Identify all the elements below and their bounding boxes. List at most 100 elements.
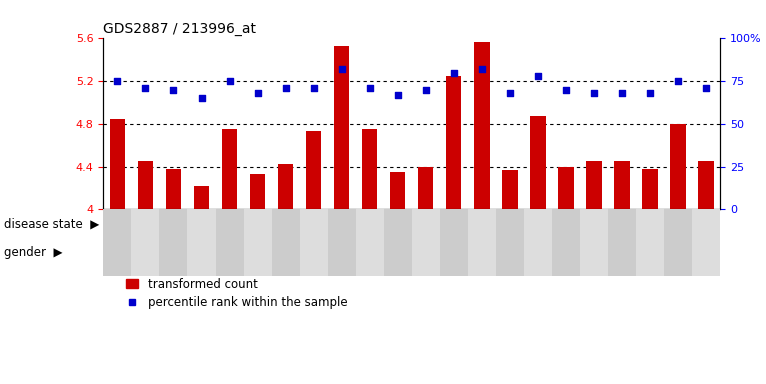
- Bar: [355, 209, 384, 276]
- Bar: [524, 38, 552, 209]
- Bar: [188, 209, 215, 276]
- Bar: [103, 240, 244, 265]
- Bar: [412, 209, 440, 276]
- Bar: [608, 209, 636, 276]
- Bar: [496, 38, 524, 209]
- Bar: [636, 209, 664, 276]
- Bar: [664, 38, 692, 209]
- Bar: [530, 116, 545, 209]
- Bar: [468, 209, 496, 276]
- Bar: [418, 167, 434, 209]
- Bar: [328, 38, 355, 209]
- Bar: [188, 38, 215, 209]
- Bar: [412, 38, 440, 209]
- Point: [251, 90, 264, 96]
- Point: [672, 78, 684, 84]
- Text: female: female: [588, 246, 628, 259]
- Point: [224, 78, 236, 84]
- Bar: [300, 38, 328, 209]
- Bar: [103, 209, 132, 276]
- Bar: [110, 119, 125, 209]
- Bar: [552, 38, 580, 209]
- Bar: [614, 161, 630, 209]
- Bar: [440, 38, 468, 209]
- Bar: [636, 38, 664, 209]
- Bar: [328, 209, 355, 276]
- Bar: [384, 38, 412, 209]
- Bar: [222, 129, 237, 209]
- Bar: [159, 38, 188, 209]
- Text: moderate HD: moderate HD: [512, 217, 591, 230]
- Bar: [468, 38, 496, 209]
- Bar: [692, 38, 720, 209]
- Bar: [524, 209, 552, 276]
- Point: [280, 85, 292, 91]
- Text: male: male: [159, 246, 188, 259]
- Bar: [440, 209, 468, 276]
- Bar: [250, 174, 265, 209]
- Bar: [692, 209, 720, 276]
- Point: [476, 66, 488, 72]
- Bar: [362, 129, 378, 209]
- Bar: [608, 38, 636, 209]
- Bar: [138, 161, 153, 209]
- Text: control: control: [223, 217, 264, 230]
- Bar: [306, 131, 321, 209]
- Bar: [446, 76, 461, 209]
- Bar: [103, 38, 132, 209]
- Point: [139, 85, 152, 91]
- Bar: [132, 38, 159, 209]
- Bar: [642, 169, 658, 209]
- Legend: transformed count, percentile rank within the sample: transformed count, percentile rank withi…: [122, 273, 352, 314]
- Bar: [165, 169, 182, 209]
- Bar: [580, 209, 608, 276]
- Bar: [215, 209, 244, 276]
- Bar: [390, 172, 405, 209]
- Text: disease state  ▶: disease state ▶: [4, 217, 99, 230]
- Bar: [272, 209, 300, 276]
- Bar: [586, 161, 601, 209]
- Bar: [244, 240, 384, 265]
- Point: [364, 85, 376, 91]
- Text: female: female: [293, 246, 334, 259]
- Text: GDS2887 / 213996_at: GDS2887 / 213996_at: [103, 22, 257, 36]
- Bar: [384, 211, 720, 237]
- Bar: [244, 209, 272, 276]
- Text: male: male: [425, 246, 454, 259]
- Text: gender  ▶: gender ▶: [4, 246, 62, 259]
- Point: [532, 73, 544, 79]
- Point: [111, 78, 123, 84]
- Bar: [502, 170, 518, 209]
- Point: [420, 87, 432, 93]
- Bar: [384, 209, 412, 276]
- Point: [167, 87, 179, 93]
- Bar: [699, 161, 714, 209]
- Point: [504, 90, 516, 96]
- Point: [195, 95, 208, 101]
- Bar: [132, 209, 159, 276]
- Point: [336, 66, 348, 72]
- Bar: [355, 38, 384, 209]
- Bar: [159, 209, 188, 276]
- Bar: [580, 38, 608, 209]
- Bar: [670, 124, 686, 209]
- Point: [307, 85, 319, 91]
- Point: [644, 90, 656, 96]
- Bar: [384, 240, 496, 265]
- Bar: [272, 38, 300, 209]
- Bar: [194, 186, 209, 209]
- Point: [616, 90, 628, 96]
- Point: [700, 85, 712, 91]
- Point: [588, 90, 600, 96]
- Bar: [664, 209, 692, 276]
- Point: [391, 92, 404, 98]
- Point: [447, 70, 460, 76]
- Bar: [552, 209, 580, 276]
- Bar: [496, 240, 720, 265]
- Bar: [334, 46, 349, 209]
- Bar: [244, 38, 272, 209]
- Bar: [496, 209, 524, 276]
- Bar: [278, 164, 293, 209]
- Bar: [474, 41, 489, 209]
- Bar: [558, 167, 574, 209]
